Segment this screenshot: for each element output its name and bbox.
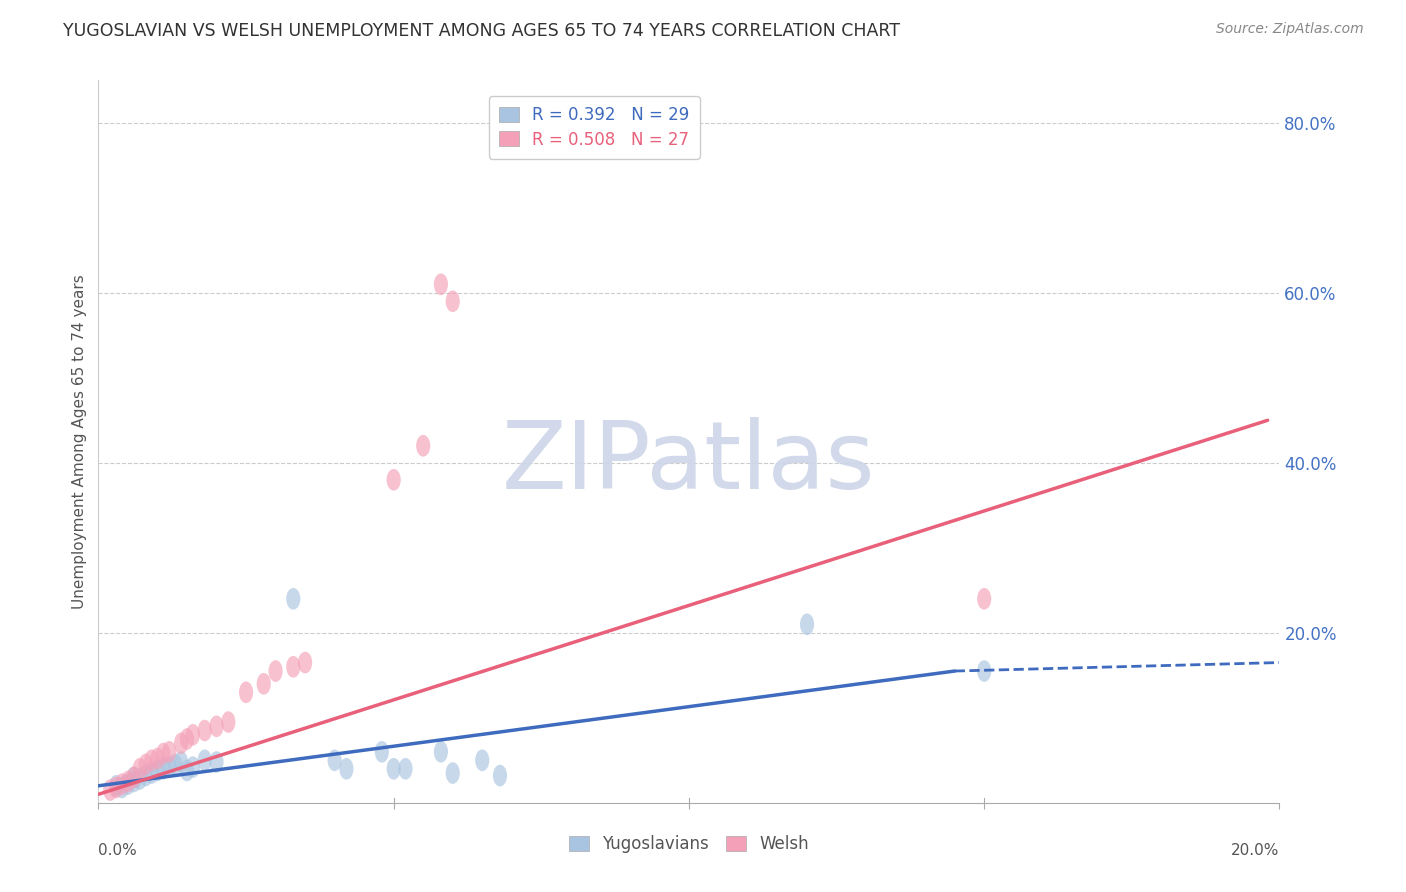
Ellipse shape bbox=[162, 741, 176, 763]
Ellipse shape bbox=[110, 775, 124, 797]
Ellipse shape bbox=[156, 743, 170, 764]
Ellipse shape bbox=[494, 764, 508, 787]
Ellipse shape bbox=[180, 760, 194, 781]
Ellipse shape bbox=[115, 773, 129, 795]
Ellipse shape bbox=[110, 777, 124, 798]
Ellipse shape bbox=[269, 660, 283, 681]
Ellipse shape bbox=[446, 762, 460, 784]
Ellipse shape bbox=[434, 741, 449, 763]
Ellipse shape bbox=[800, 614, 814, 635]
Ellipse shape bbox=[139, 764, 153, 787]
Ellipse shape bbox=[121, 773, 135, 795]
Ellipse shape bbox=[977, 588, 991, 609]
Ellipse shape bbox=[416, 435, 430, 457]
Ellipse shape bbox=[287, 656, 301, 678]
Ellipse shape bbox=[257, 673, 271, 695]
Y-axis label: Unemployment Among Ages 65 to 74 years: Unemployment Among Ages 65 to 74 years bbox=[72, 274, 87, 609]
Ellipse shape bbox=[169, 754, 183, 775]
Ellipse shape bbox=[174, 732, 188, 754]
Ellipse shape bbox=[121, 771, 135, 792]
Text: ZIPatlas: ZIPatlas bbox=[502, 417, 876, 509]
Ellipse shape bbox=[328, 749, 342, 772]
Ellipse shape bbox=[132, 768, 146, 789]
Ellipse shape bbox=[139, 754, 153, 775]
Ellipse shape bbox=[198, 720, 212, 741]
Ellipse shape bbox=[209, 715, 224, 737]
Ellipse shape bbox=[298, 652, 312, 673]
Text: 0.0%: 0.0% bbox=[98, 843, 138, 857]
Ellipse shape bbox=[977, 660, 991, 681]
Ellipse shape bbox=[434, 274, 449, 295]
Ellipse shape bbox=[103, 780, 117, 801]
Ellipse shape bbox=[239, 681, 253, 703]
Ellipse shape bbox=[174, 751, 188, 772]
Ellipse shape bbox=[145, 749, 159, 772]
Ellipse shape bbox=[446, 291, 460, 312]
Text: YUGOSLAVIAN VS WELSH UNEMPLOYMENT AMONG AGES 65 TO 74 YEARS CORRELATION CHART: YUGOSLAVIAN VS WELSH UNEMPLOYMENT AMONG … bbox=[63, 22, 900, 40]
Ellipse shape bbox=[221, 711, 235, 733]
Ellipse shape bbox=[375, 741, 389, 763]
Legend: Yugoslavians, Welsh: Yugoslavians, Welsh bbox=[562, 828, 815, 860]
Ellipse shape bbox=[150, 747, 165, 770]
Ellipse shape bbox=[150, 760, 165, 781]
Ellipse shape bbox=[127, 766, 141, 789]
Ellipse shape bbox=[127, 766, 141, 789]
Ellipse shape bbox=[127, 771, 141, 792]
Ellipse shape bbox=[387, 469, 401, 491]
Ellipse shape bbox=[209, 751, 224, 772]
Ellipse shape bbox=[145, 762, 159, 784]
Ellipse shape bbox=[132, 758, 146, 780]
Ellipse shape bbox=[198, 749, 212, 772]
Ellipse shape bbox=[387, 758, 401, 780]
Ellipse shape bbox=[180, 728, 194, 750]
Ellipse shape bbox=[339, 758, 353, 780]
Ellipse shape bbox=[475, 749, 489, 772]
Ellipse shape bbox=[287, 588, 301, 609]
Ellipse shape bbox=[398, 758, 412, 780]
Text: Source: ZipAtlas.com: Source: ZipAtlas.com bbox=[1216, 22, 1364, 37]
Ellipse shape bbox=[186, 756, 200, 778]
Ellipse shape bbox=[186, 724, 200, 746]
Text: 20.0%: 20.0% bbox=[1232, 843, 1279, 857]
Ellipse shape bbox=[115, 777, 129, 798]
Ellipse shape bbox=[156, 758, 170, 780]
Ellipse shape bbox=[162, 756, 176, 778]
